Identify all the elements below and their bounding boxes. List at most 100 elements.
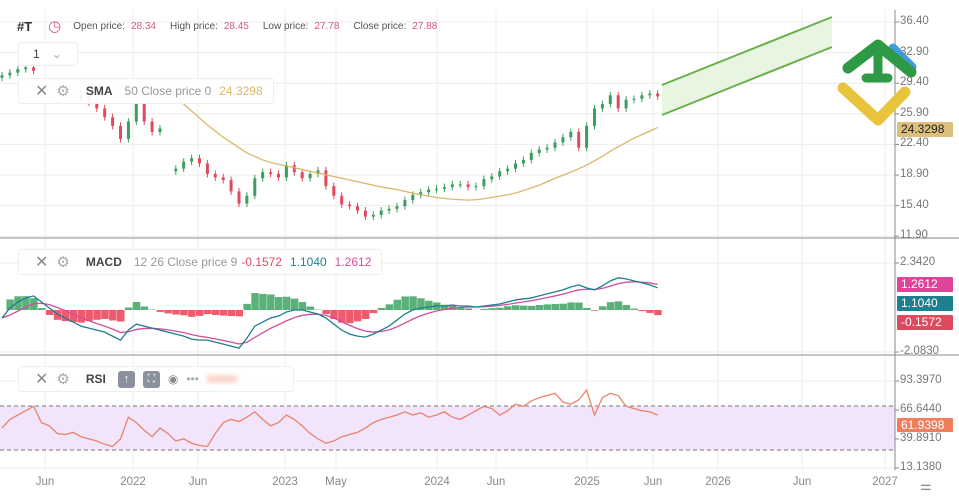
macd-histogram-bar	[638, 310, 646, 312]
candle	[16, 65, 20, 77]
macd-name: MACD	[85, 255, 122, 269]
macd-histogram-bar	[598, 306, 607, 310]
axis-tick-label: 32.90	[900, 45, 929, 58]
timeframe-value: 1	[33, 47, 40, 61]
macd-hist-value: -0.1572	[241, 255, 282, 269]
high-value: 28.45	[223, 20, 249, 32]
macd-histogram-bar	[22, 296, 30, 310]
macd-histogram-bar	[512, 305, 520, 310]
macd-histogram-bar	[164, 310, 172, 314]
macd-histogram-bar	[275, 297, 283, 310]
time-axis-label: Jun	[486, 476, 506, 488]
macd-histogram-bar	[559, 303, 567, 310]
candle	[221, 173, 225, 184]
candle	[119, 122, 122, 143]
macd-histogram-bar	[290, 298, 299, 310]
macd-histogram-bar	[132, 301, 141, 310]
time-axis-label: 2024	[424, 476, 450, 488]
close-icon[interactable]: ✕	[35, 254, 49, 271]
macd-histogram-bar	[440, 304, 449, 310]
more-icon[interactable]: •••	[186, 372, 199, 386]
candle	[648, 90, 652, 99]
chevron-down-icon: ⌄	[51, 47, 62, 61]
open-value: 28.34	[130, 20, 156, 32]
gear-icon[interactable]: ⚙	[56, 83, 70, 100]
candle	[458, 180, 462, 188]
gear-icon[interactable]: ⚙	[56, 371, 70, 388]
candle	[363, 207, 367, 221]
clock-icon[interactable]: ◷	[48, 18, 62, 35]
symbol: #T	[17, 18, 33, 34]
macd-histogram-bar	[109, 310, 117, 321]
maximize-icon[interactable]: ⛶	[142, 370, 160, 388]
candle	[593, 104, 596, 130]
macd-histogram-bar	[654, 310, 662, 316]
move-up-icon[interactable]: ↑	[117, 370, 135, 388]
sma-line	[175, 96, 658, 201]
sma-legend: ✕ ⚙ SMA 50 Close price 0 24.3298	[18, 78, 274, 104]
high-label: High price:	[170, 20, 218, 32]
macd-histogram-bar	[409, 296, 417, 310]
eye-icon[interactable]: ◉	[167, 372, 179, 386]
macd-histogram-bar	[172, 310, 180, 315]
macd-histogram-bar	[188, 310, 196, 317]
axis-tick-label: 29.40	[900, 76, 929, 89]
candle	[142, 100, 146, 126]
candle	[514, 159, 517, 173]
candle	[0, 71, 4, 82]
candle	[174, 165, 178, 175]
macd-histogram-bar	[251, 293, 259, 310]
candle	[300, 168, 304, 182]
candle	[403, 196, 407, 210]
sma-price-tag: 24.3298	[897, 121, 953, 137]
macd-histogram-bar	[583, 307, 591, 310]
macd-histogram-bar	[504, 306, 512, 310]
macd-histogram-bar	[124, 307, 133, 310]
macd-histogram-bar	[606, 302, 615, 310]
close-icon[interactable]: ✕	[35, 371, 49, 388]
macd-histogram-bar	[203, 310, 212, 315]
macd-histogram-bar	[630, 308, 638, 310]
candle	[190, 154, 194, 166]
macd-histogram-bar	[267, 294, 275, 310]
candle	[529, 149, 533, 164]
macd-histogram-bar	[93, 310, 101, 320]
axis-tick-label: 39.8910	[900, 432, 942, 444]
candle	[577, 128, 581, 152]
timeframe-dropdown[interactable]: 1 ⌄	[18, 42, 78, 66]
candle	[419, 188, 423, 199]
candle	[134, 100, 138, 126]
candle	[316, 166, 320, 178]
macd-signal-value: 1.2612	[334, 255, 372, 269]
channel-lower-line[interactable]	[661, 46, 833, 116]
macd-histogram-bar	[614, 301, 623, 310]
candle	[498, 167, 502, 181]
rsi-value-blurred	[206, 375, 237, 383]
macd-histogram-bar	[53, 310, 62, 320]
candle	[427, 186, 431, 196]
candle	[387, 205, 391, 215]
macd-histogram-bar	[393, 299, 401, 310]
gear-icon[interactable]: ⚙	[56, 254, 70, 271]
time-axis-label: 2023	[272, 476, 298, 488]
settings-sliders-icon[interactable]: ⚌	[920, 478, 932, 493]
axis-tick-label: 25.90	[900, 106, 929, 119]
candle	[395, 202, 399, 213]
candle	[253, 174, 257, 200]
macd-histogram-bar	[417, 298, 425, 310]
candle	[229, 176, 233, 195]
channel-upper-line[interactable]	[661, 16, 833, 86]
candle	[150, 118, 154, 136]
candle	[474, 182, 478, 191]
macd-histogram-bar	[591, 310, 599, 311]
macd-legend: ✕ ⚙ MACD 12 26 Close price 9 -0.1572 1.10…	[18, 249, 383, 275]
open-label: Open price:	[73, 20, 125, 32]
candle	[624, 96, 628, 112]
macd-histogram-bar	[622, 304, 631, 310]
rsi-legend: ✕ ⚙ RSI ↑ ⛶ ◉ •••	[18, 366, 294, 392]
macd-histogram-bar	[61, 310, 70, 322]
ohlc-header: #T ◷ Open price: 28.34 High price: 28.45 L…	[17, 17, 437, 35]
candle	[537, 145, 541, 157]
close-icon[interactable]: ✕	[35, 83, 49, 100]
